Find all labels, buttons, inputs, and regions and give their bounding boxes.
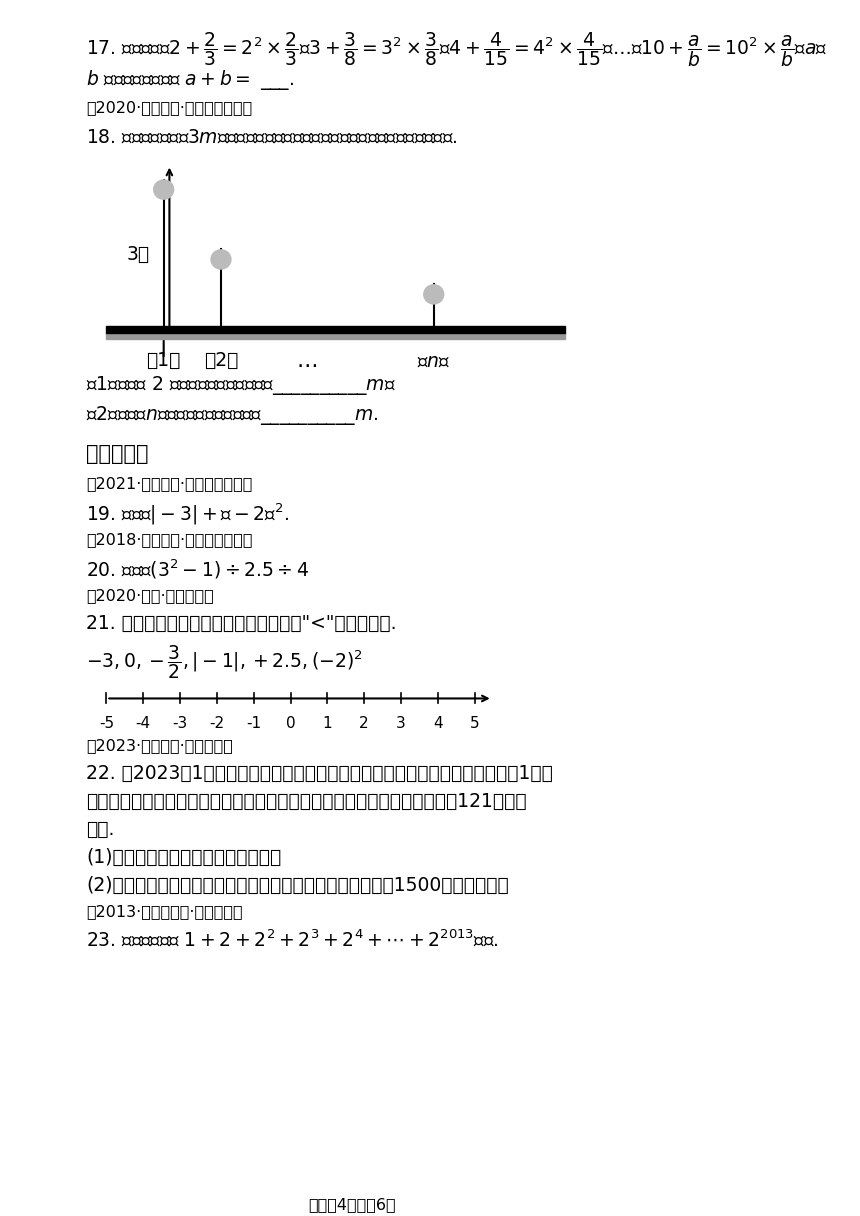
Text: 4: 4	[433, 716, 443, 731]
Text: （2020·浙江·模拟预测）: （2020·浙江·模拟预测）	[86, 587, 213, 603]
Text: （1）小球第 2 次着地时，经过的总路程__________$m$；: （1）小球第 2 次着地时，经过的总路程__________$m$；	[86, 375, 396, 398]
Text: (1)每轮感染中平均一个人传染几人？: (1)每轮感染中平均一个人传染几人？	[86, 848, 281, 867]
Text: 5: 5	[470, 716, 480, 731]
Text: 甲流.: 甲流.	[86, 820, 114, 839]
Text: 3: 3	[396, 716, 406, 731]
Text: （2）小球第$n$次着地后，反弹的高度为__________$m$.: （2）小球第$n$次着地后，反弹的高度为__________$m$.	[86, 404, 378, 427]
Text: 17. 已知等式：$2+\dfrac{2}{3}=2^2\times\dfrac{2}{3}$，$3+\dfrac{3}{8}=3^2\times\dfrac{: 17. 已知等式：$2+\dfrac{2}{3}=2^2\times\dfrac…	[86, 30, 827, 69]
Text: 23. 阅读材料：求 $1+2+2^2+2^3+2^4+\cdots+2^{2013}$的值.: 23. 阅读材料：求 $1+2+2^2+2^3+2^4+\cdots+2^{20…	[86, 930, 499, 951]
Ellipse shape	[212, 250, 230, 269]
Text: 第1次: 第1次	[146, 351, 181, 370]
Text: 18. 一小球从距地面$3m$高处自由落下，每次着地后又跳回到原高度的一半再落下.: 18. 一小球从距地面$3m$高处自由落下，每次着地后又跳回到原高度的一半再落下…	[86, 128, 458, 147]
Text: 1: 1	[322, 716, 332, 731]
Text: -1: -1	[246, 716, 261, 731]
Text: 19. 计算：$|-3|+（-2）^2$.: 19. 计算：$|-3|+（-2）^2$.	[86, 502, 289, 528]
Text: (2)如果按照这样的传播速度，经过三轮传染后累计是否超过1500人患了甲流？: (2)如果按照这样的传播速度，经过三轮传染后累计是否超过1500人患了甲流？	[86, 876, 508, 895]
Ellipse shape	[154, 180, 174, 199]
Text: 0: 0	[286, 716, 295, 731]
Text: 21. 把下列各数在数轴上表示出来，再用"<"号连接起来.: 21. 把下列各数在数轴上表示出来，再用"<"号连接起来.	[86, 614, 396, 632]
Bar	[107, 333, 565, 339]
Text: -5: -5	[99, 716, 114, 731]
Text: （2021·广西桂林·统考中考真题）: （2021·广西桂林·统考中考真题）	[86, 475, 252, 491]
Text: 第2次: 第2次	[204, 351, 238, 370]
Text: 第$n$次: 第$n$次	[417, 351, 451, 370]
Text: 试卷第4页，共6页: 试卷第4页，共6页	[308, 1198, 396, 1212]
Text: …: …	[296, 351, 317, 371]
Text: （2020·河北保定·统考模拟预测）: （2020·河北保定·统考模拟预测）	[86, 100, 252, 114]
Text: 22. 自2023年1月以来，甲流便肆虐横行，成为当前主流流行疾病．某一小区有1位住: 22. 自2023年1月以来，甲流便肆虐横行，成为当前主流流行疾病．某一小区有1…	[86, 765, 553, 783]
Text: $b$ 均为正整数），则 $a+b=$ ___.: $b$ 均为正整数），则 $a+b=$ ___.	[86, 68, 294, 92]
Text: （2018·湖北武汉·统考模拟预测）: （2018·湖北武汉·统考模拟预测）	[86, 531, 253, 547]
Bar	[107, 326, 565, 333]
Text: （2013·湖南张家界·中考真题）: （2013·湖南张家界·中考真题）	[86, 903, 243, 919]
Text: -3: -3	[172, 716, 187, 731]
Text: -2: -2	[209, 716, 224, 731]
Ellipse shape	[424, 285, 444, 304]
Text: 户不小心感染了甲流，由于甲流传播感染非常快，小区经过两轮传染后共有121人患了: 户不小心感染了甲流，由于甲流传播感染非常快，小区经过两轮传染后共有121人患了	[86, 793, 526, 811]
Text: 3米: 3米	[127, 244, 150, 264]
Text: $-3, 0, -\dfrac{3}{2}, |-1|, +2.5, (-2)^2$: $-3, 0, -\dfrac{3}{2}, |-1|, +2.5, (-2)^…	[86, 643, 363, 681]
Text: 20. 计算：$(3^2-1)\div2.5\div4$: 20. 计算：$(3^2-1)\div2.5\div4$	[86, 558, 310, 581]
Text: -4: -4	[136, 716, 150, 731]
Text: 2: 2	[359, 716, 369, 731]
Text: （2023·广东阳江·统考一模）: （2023·广东阳江·统考一模）	[86, 738, 233, 754]
Text: 三、解答题: 三、解答题	[86, 444, 149, 465]
